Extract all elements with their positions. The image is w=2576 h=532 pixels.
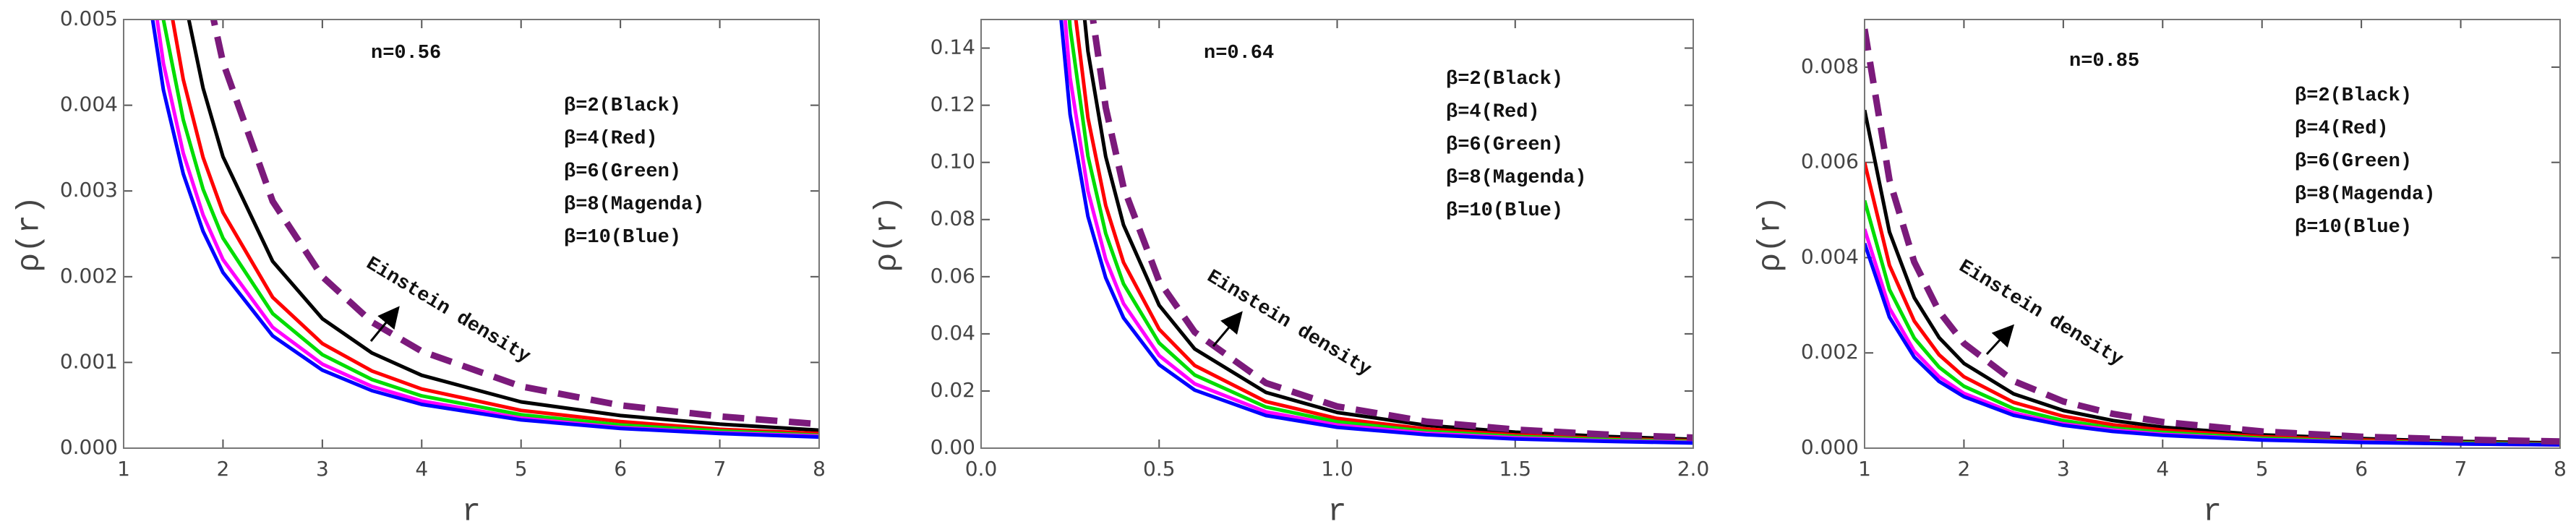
legend-entry: β=10(Blue) bbox=[1446, 200, 1563, 222]
x-tick-label: 8 bbox=[2554, 457, 2567, 481]
x-tick-label: 4 bbox=[2156, 457, 2169, 481]
y-tick-label: 0.08 bbox=[930, 207, 975, 231]
chart-panel: 0.000 0.002 0.004 0.006 0.008 1 2 3 4 5 6 7 8 r ρ(r) n=… bbox=[1753, 19, 2567, 531]
legend-entry: β=4(Red) bbox=[1446, 102, 1540, 124]
y-tick-label: 0.002 bbox=[60, 264, 118, 288]
series-line bbox=[1865, 28, 2560, 445]
y-axis-label: ρ(r) bbox=[870, 196, 906, 273]
x-tick-label: 1 bbox=[117, 457, 130, 481]
series-line bbox=[161, 20, 819, 437]
legend-entry: β=10(Blue) bbox=[2295, 217, 2412, 239]
plot-frame bbox=[123, 19, 820, 449]
legend-entry: β=10(Blue) bbox=[564, 227, 681, 249]
x-tick-label: 5 bbox=[515, 457, 528, 481]
y-tick-label: 0.003 bbox=[60, 178, 118, 202]
curve-label: Einstein density bbox=[362, 253, 534, 368]
legend-entry: β=8(Magenda) bbox=[2295, 184, 2435, 206]
x-tick-label: 5 bbox=[2256, 457, 2269, 481]
x-tick-label: 2 bbox=[217, 457, 230, 481]
series-line bbox=[150, 20, 819, 439]
series-line bbox=[171, 20, 819, 436]
series-line bbox=[1063, 20, 1693, 445]
legend-entry: β=2(Black) bbox=[1446, 69, 1563, 90]
x-tick-label: 8 bbox=[813, 457, 826, 481]
series-line bbox=[1074, 20, 1693, 443]
y-tick-label: 0.14 bbox=[930, 35, 975, 59]
y-tick-label: 0.004 bbox=[60, 93, 118, 116]
y-tick-label: 0.004 bbox=[1801, 244, 1859, 268]
x-tick-label: 2.0 bbox=[1677, 457, 1710, 481]
series-line bbox=[187, 20, 819, 432]
annotation: n=0.56 bbox=[371, 43, 441, 64]
arrow bbox=[369, 306, 400, 342]
legend-entry: β=6(Green) bbox=[2295, 151, 2412, 173]
x-axis-label: r bbox=[462, 494, 481, 531]
y-tick-label: 0.04 bbox=[930, 321, 975, 345]
y-tick-label: 0.02 bbox=[930, 378, 975, 402]
annotation: n=0.85 bbox=[2069, 51, 2139, 72]
y-axis-label: ρ(r) bbox=[12, 196, 48, 273]
series-line bbox=[1067, 20, 1693, 444]
y-tick-label: 0.10 bbox=[930, 150, 975, 173]
y-tick-label: 0.06 bbox=[930, 264, 975, 288]
series-line bbox=[1865, 200, 2560, 447]
arrow bbox=[1212, 311, 1243, 347]
x-tick-label: 0.5 bbox=[1143, 457, 1176, 481]
x-tick-label: 4 bbox=[415, 457, 428, 481]
legend-entry: β=8(Magenda) bbox=[1446, 168, 1586, 189]
series-line bbox=[1090, 20, 1693, 441]
series-line bbox=[1059, 20, 1693, 445]
x-axis-label: r bbox=[1327, 494, 1346, 531]
y-tick-label: 0.008 bbox=[1801, 54, 1859, 78]
x-axis-label: r bbox=[2203, 494, 2222, 531]
x-tick-label: 3 bbox=[2057, 457, 2070, 481]
legend-entry: β=6(Green) bbox=[1446, 134, 1563, 156]
y-tick-label: 0.002 bbox=[1801, 340, 1859, 364]
x-tick-label: 3 bbox=[316, 457, 329, 481]
curve-label: Einstein density bbox=[1203, 266, 1375, 381]
plot-frame bbox=[980, 19, 1694, 449]
annotation: n=0.64 bbox=[1204, 43, 1274, 64]
y-tick-label: 0.12 bbox=[930, 93, 975, 116]
x-tick-label: 7 bbox=[2455, 457, 2468, 481]
series-line bbox=[1865, 242, 2560, 447]
legend-entry: β=8(Magenda) bbox=[564, 194, 704, 216]
legend-entry: β=2(Black) bbox=[564, 95, 681, 117]
x-tick-label: 1 bbox=[1858, 457, 1871, 481]
y-tick-label: 0.000 bbox=[1801, 435, 1859, 459]
plot-frame bbox=[1864, 19, 2561, 449]
arrow bbox=[1985, 324, 2015, 356]
x-tick-label: 1.0 bbox=[1321, 457, 1353, 481]
y-tick-label: 0.001 bbox=[60, 349, 118, 373]
series-line bbox=[210, 20, 819, 428]
series-line bbox=[1082, 20, 1693, 442]
y-tick-label: 0.005 bbox=[60, 7, 118, 30]
x-tick-label: 1.5 bbox=[1499, 457, 1531, 481]
x-tick-label: 6 bbox=[614, 457, 627, 481]
x-tick-label: 7 bbox=[714, 457, 727, 481]
y-tick-label: 0.00 bbox=[930, 435, 975, 459]
chart-panel: 0.00 0.02 0.04 0.06 0.08 0.10 0.12 0.14 0.0 0.5 1.… bbox=[870, 19, 1710, 531]
legend-entry: β=4(Red) bbox=[564, 129, 658, 150]
legend-entry: β=2(Black) bbox=[2295, 85, 2412, 107]
legend-entry: β=4(Red) bbox=[2295, 119, 2389, 140]
y-axis-label: ρ(r) bbox=[1753, 196, 1789, 273]
legend-entry: β=6(Green) bbox=[564, 161, 681, 183]
y-tick-label: 0.000 bbox=[60, 435, 118, 459]
x-tick-label: 2 bbox=[1958, 457, 1971, 481]
chart-panel: 0.000 0.001 0.002 0.003 0.004 0.005 1 2 3 4 5 6 7 8 r ρ… bbox=[12, 7, 826, 531]
x-tick-label: 6 bbox=[2355, 457, 2368, 481]
y-tick-label: 0.006 bbox=[1801, 150, 1859, 173]
x-tick-label: 0.0 bbox=[965, 457, 998, 481]
series-line bbox=[1865, 162, 2560, 446]
